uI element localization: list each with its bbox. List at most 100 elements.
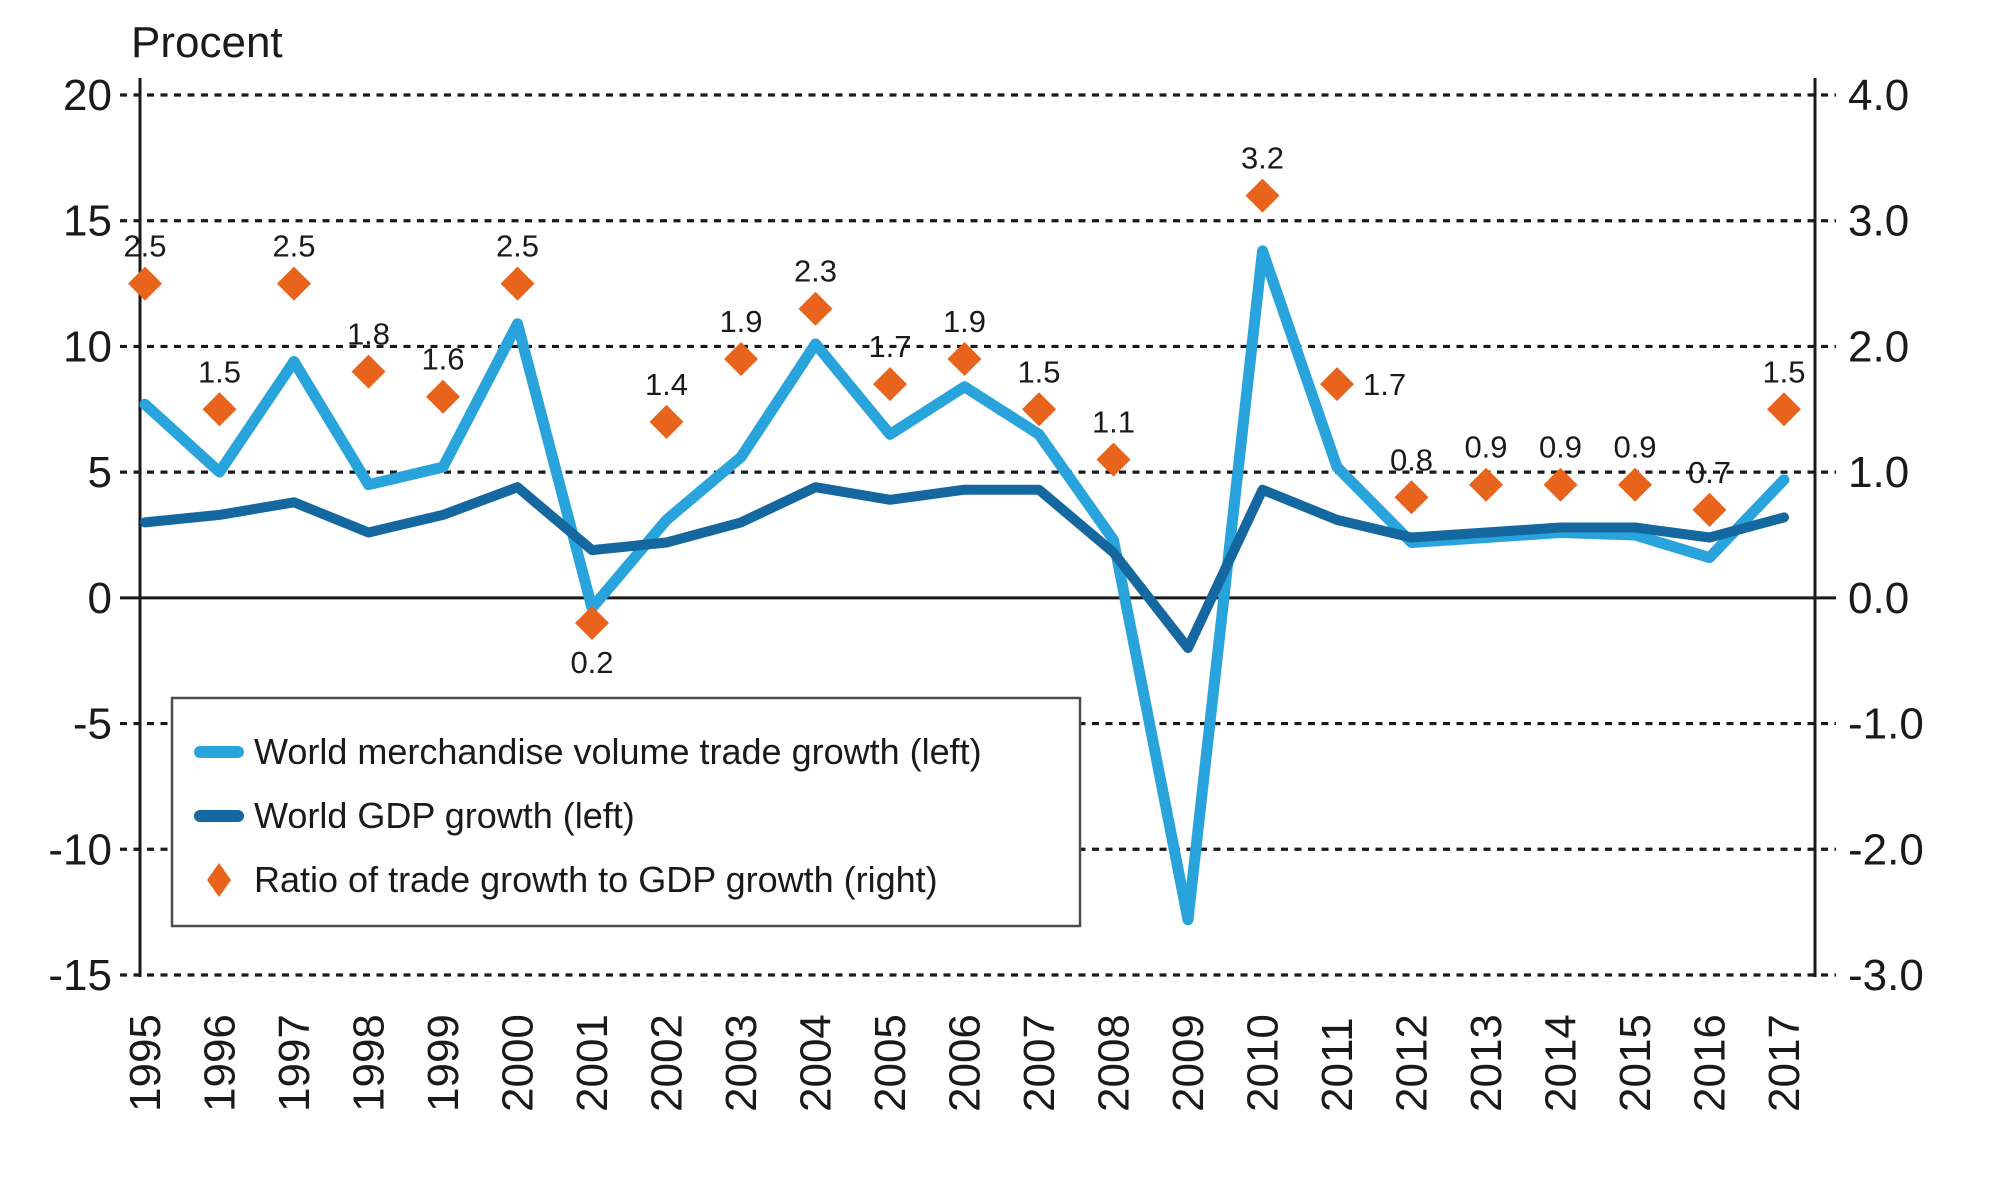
ratio-diamond-marker <box>1692 492 1727 527</box>
left-axis-tick-label: -15 <box>48 951 112 1000</box>
ratio-diamond-marker <box>351 354 386 389</box>
right-axis-tick-label: 4.0 <box>1848 71 1909 120</box>
year-label: 2001 <box>568 1014 617 1112</box>
ratio-value-label: 1.5 <box>1762 354 1805 389</box>
ratio-diamond-marker <box>128 266 162 301</box>
ratio-diamond-marker <box>1096 442 1131 477</box>
ratio-diamond-marker <box>798 291 833 326</box>
right-axis-tick-label: -3.0 <box>1848 951 1924 1000</box>
ratio-value-label: 2.5 <box>123 229 166 264</box>
ratio-diamond-marker <box>1394 480 1429 515</box>
legend-box-layer: World merchandise volume trade growth (l… <box>170 696 1082 928</box>
ratio-diamond-marker <box>1245 178 1280 213</box>
ratio-value-label: 3.2 <box>1241 141 1284 176</box>
ratio-value-label: 1.7 <box>868 329 911 364</box>
ratio-value-label: 2.3 <box>794 254 837 289</box>
ratio-value-label: 1.9 <box>719 304 762 339</box>
left-axis-tick-label: -10 <box>48 825 112 874</box>
ratio-diamond-marker <box>947 342 982 376</box>
year-label: 2000 <box>494 1014 543 1112</box>
ratio-diamond-marker <box>1469 467 1503 502</box>
year-label: 2008 <box>1090 1014 1139 1112</box>
year-label: 2006 <box>941 1014 990 1112</box>
year-label: 1995 <box>121 1014 170 1112</box>
left-axis-tick-label: 15 <box>63 197 112 246</box>
ratio-diamond-marker <box>649 404 684 439</box>
legend-box <box>170 696 1082 928</box>
left-axis-tick-label: -5 <box>73 700 112 749</box>
ratio-value-label: 1.5 <box>1017 354 1060 389</box>
year-label: 1998 <box>345 1014 394 1112</box>
ratio-diamond-marker <box>1767 392 1801 427</box>
gdp-growth-line <box>140 482 1789 654</box>
year-label: 2017 <box>1760 1014 1809 1112</box>
year-label: 1999 <box>419 1014 468 1112</box>
year-label: 2010 <box>1239 1014 1288 1112</box>
left-axis-tick-label: 0 <box>88 574 112 623</box>
ratio-value-label: 1.1 <box>1092 405 1135 440</box>
year-axis-labels: 1995 1996 1997 1998 1999 2000 2001 2002 2003 2004… <box>121 1014 1809 1112</box>
ratio-value-label: 2.5 <box>496 229 539 264</box>
ratio-diamond-marker <box>1022 392 1056 427</box>
ratio-value-label: 0.8 <box>1390 442 1433 477</box>
left-axis-tick-label: 20 <box>63 71 112 120</box>
year-label: 2005 <box>866 1014 915 1112</box>
right-axis-tick-label: 2.0 <box>1848 322 1909 371</box>
year-label: 2007 <box>1015 1014 1064 1112</box>
left-axis-tick-label: 5 <box>88 448 112 497</box>
legend-item: World GDP growth (left) <box>194 795 635 836</box>
year-label: 2014 <box>1537 1014 1586 1112</box>
ratio-diamond-marker <box>500 266 535 301</box>
ratio-value-label: 1.8 <box>347 317 390 352</box>
right-axis-tick-label: 1.0 <box>1848 448 1909 497</box>
right-axis-tick-label: -2.0 <box>1848 825 1924 874</box>
ratio-value-label: 1.6 <box>421 342 464 377</box>
ratio-diamond-marker <box>426 379 460 414</box>
axis-layer: 20 15 10 5 0 -5 -10 -15 4.0 3.0 2.0 1.0 0.0 -1.0 -2.0 -… <box>48 71 1923 1000</box>
legend-item: Ratio of trade growth to GDP growth (rig… <box>207 859 938 900</box>
year-label: 1997 <box>270 1014 319 1112</box>
year-label: 2016 <box>1686 1014 1735 1112</box>
chart-title: Procent <box>131 18 283 67</box>
year-label: 2015 <box>1611 1014 1660 1112</box>
ratio-diamond-marker <box>1543 467 1578 502</box>
series-layer <box>139 245 1790 926</box>
ratio-diamond-marker <box>873 367 907 402</box>
ratio-diamond-marker <box>1320 367 1354 402</box>
ratio-diamond-marker <box>575 606 609 640</box>
ratio-value-label: 0.9 <box>1613 430 1656 465</box>
ratio-value-label: 2.5 <box>272 229 315 264</box>
ratio-value-label: 1.9 <box>943 304 986 339</box>
ratio-value-label: 0.9 <box>1539 430 1582 465</box>
ratio-diamond-marker <box>202 392 237 427</box>
year-label: 2009 <box>1164 1014 1213 1112</box>
point-layer: 2.5 1.5 2.5 1.8 1.6 2.5 0.2 1.4 1.9 2.3 1.7 1.9 1.5 1… <box>123 141 1805 680</box>
year-label: 2002 <box>643 1014 692 1112</box>
ratio-value-label: 1.7 <box>1363 367 1406 402</box>
legend-item-label: World GDP growth (left) <box>254 795 635 836</box>
legend-item-label: Ratio of trade growth to GDP growth (rig… <box>254 859 938 900</box>
year-label: 2003 <box>717 1014 766 1112</box>
right-axis-tick-label: 3.0 <box>1848 197 1909 246</box>
ratio-value-label: 1.4 <box>645 367 688 402</box>
year-label: 2011 <box>1313 1017 1362 1112</box>
left-axis-tick-label: 10 <box>63 322 112 371</box>
ratio-value-label: 1.5 <box>198 354 241 389</box>
right-axis-tick-label: -1.0 <box>1848 700 1924 749</box>
legend-diamond-swatch <box>207 863 231 897</box>
right-axis-tick-label: 0.0 <box>1848 574 1909 623</box>
ratio-value-label: 0.7 <box>1688 455 1731 490</box>
ratio-value-label: 0.9 <box>1464 430 1507 465</box>
year-label: 1996 <box>196 1014 245 1112</box>
year-label: 2004 <box>792 1014 841 1112</box>
legend-item-label: World merchandise volume trade growth (l… <box>254 731 982 772</box>
year-label: 2012 <box>1388 1014 1437 1112</box>
legend-item: World merchandise volume trade growth (l… <box>194 731 982 772</box>
year-label: 2013 <box>1462 1014 1511 1112</box>
ratio-diamond-marker <box>1618 467 1652 502</box>
ratio-diamond-marker <box>724 342 758 376</box>
ratio-value-label: 0.2 <box>570 645 613 680</box>
ratio-diamond-marker <box>277 266 311 301</box>
